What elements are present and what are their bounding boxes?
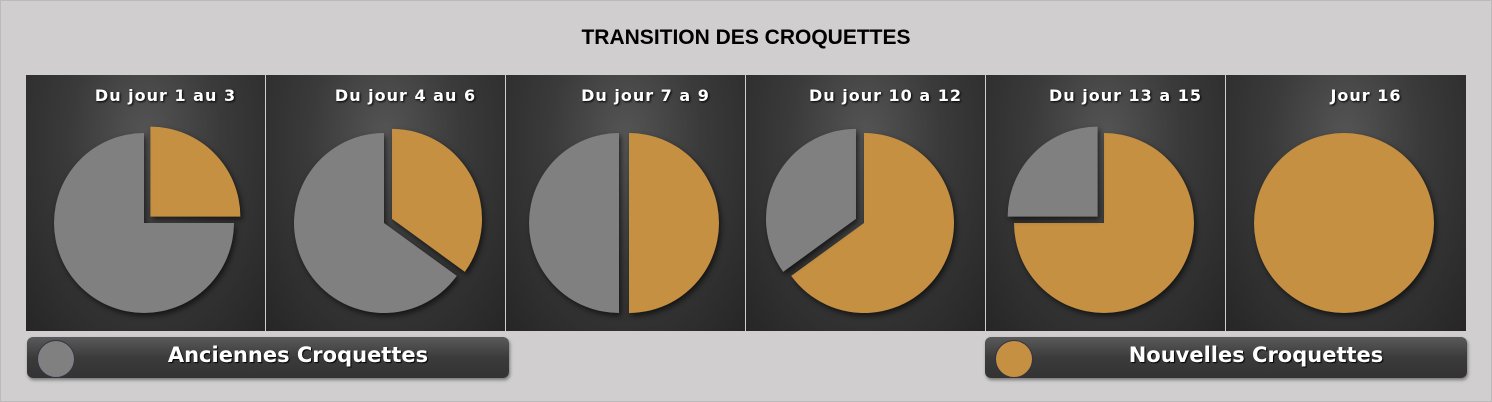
pie-chart [1254, 133, 1434, 313]
pie-title: Du jour 1 au 3 [94, 86, 237, 105]
pie-panel: Du jour 13 a 15 [986, 75, 1226, 331]
pie-title: Du jour 10 a 12 [808, 86, 963, 105]
pie-slice-anciennes [54, 133, 234, 313]
pie-slice-nouvelles [1014, 133, 1194, 313]
pie-panel: Du jour 1 au 3 [26, 75, 266, 331]
pie-panel: Du jour 7 a 9 [506, 75, 746, 331]
legend-swatch-anciennes [37, 340, 75, 378]
pie-slice-nouvelles [629, 133, 719, 313]
pie-panel: Jour 16 [1226, 75, 1466, 331]
pie-slice-nouvelles [150, 126, 241, 217]
pie-slice-nouvelles [392, 128, 483, 272]
legend-anciennes: Anciennes Croquettes [27, 337, 509, 378]
pie-strip: Du jour 1 au 3 Du jour 4 au 6 Du jour 7 a … [26, 75, 1466, 331]
pie-slice-anciennes [293, 133, 457, 313]
pie-panel: Du jour 10 a 12 [746, 75, 986, 331]
pie-chart [54, 126, 241, 313]
pie-title: Jour 16 [1330, 86, 1402, 105]
legend-swatch-nouvelles [995, 340, 1033, 378]
pie-slice-nouvelles [1254, 133, 1434, 313]
pie-chart [1007, 126, 1194, 313]
pie-panel: Du jour 4 au 6 [266, 75, 506, 331]
pie-slice-nouvelles [791, 133, 954, 314]
pie-chart [765, 128, 954, 314]
pie-slice-anciennes [1007, 126, 1098, 217]
pie-chart [293, 128, 483, 313]
pie-title: Du jour 4 au 6 [334, 86, 477, 105]
pie-chart [529, 133, 719, 313]
pie-title: Du jour 13 a 15 [1048, 86, 1203, 105]
legend-nouvelles: Nouvelles Croquettes [985, 337, 1467, 378]
legend-label-nouvelles: Nouvelles Croquettes [1128, 343, 1384, 367]
pie-title: Du jour 7 a 9 [581, 86, 710, 105]
legend-label-anciennes: Anciennes Croquettes [167, 343, 429, 367]
chart-title: TRANSITION DES CROQUETTES [581, 26, 911, 49]
pie-slice-anciennes [529, 133, 619, 313]
pie-slice-anciennes [765, 128, 856, 272]
